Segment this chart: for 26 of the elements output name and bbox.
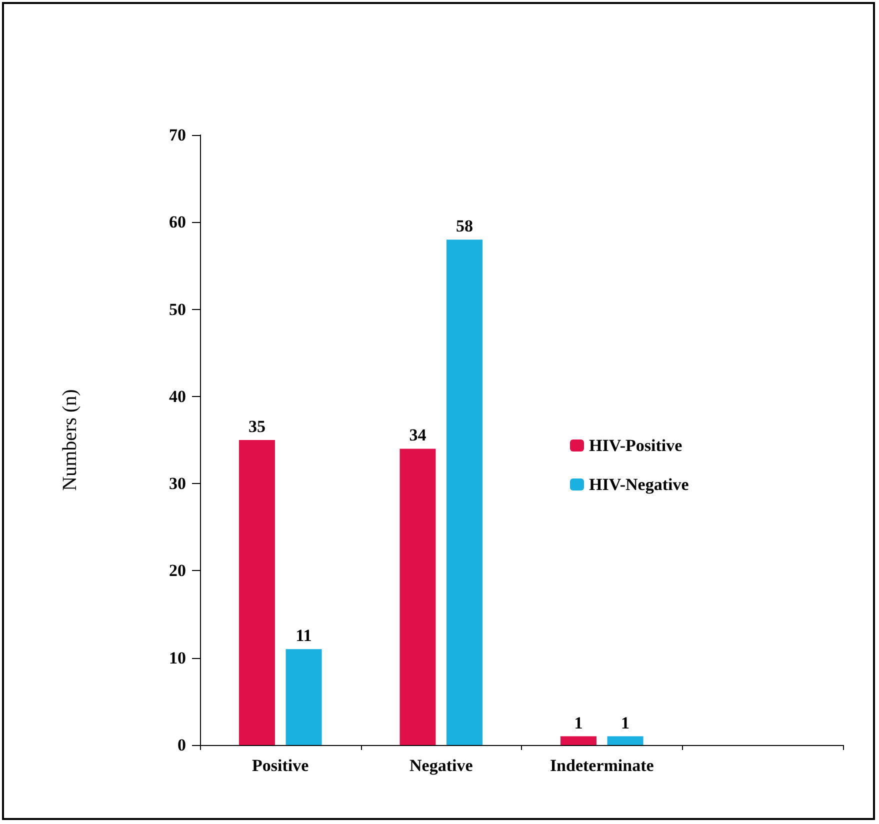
y-tick-label: 50 [169,300,186,319]
x-tick-label: Indeterminate [550,756,654,775]
bar [446,240,483,745]
bar [560,736,596,745]
bar [286,649,322,745]
data-label: 35 [248,417,266,436]
y-tick-label: 60 [169,212,186,232]
legend-label: HIV-Positive [589,436,683,455]
y-tick-label: 30 [169,474,186,494]
data-label: 58 [456,216,474,236]
data-label: 1 [621,713,630,732]
bar [400,448,436,745]
bar [607,736,644,745]
data-label: 1 [574,713,583,732]
legend-label: HIV-Negative [589,475,690,494]
y-tick-label: 0 [178,736,186,754]
x-tick-label: Negative [409,756,474,775]
data-label: 34 [409,426,427,445]
data-label: 11 [296,626,312,646]
y-tick-label: 40 [169,386,186,406]
y-axis-title: Numbers (n) [59,389,81,491]
y-tick-label: 10 [169,648,186,668]
y-tick-label: 20 [169,561,186,580]
bar [238,440,275,745]
x-tick-label: Positive [252,756,310,775]
y-tick-label: 70 [169,126,186,144]
